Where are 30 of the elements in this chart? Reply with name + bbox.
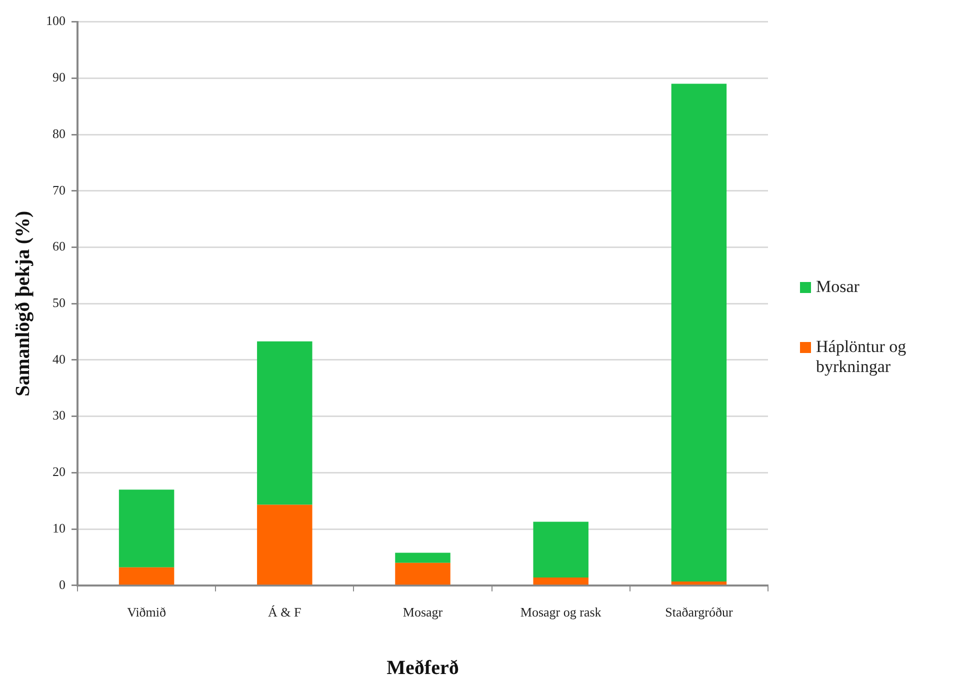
x-tick-label: Mosagr og rask — [520, 604, 602, 620]
bar — [395, 552, 450, 563]
y-tick-label: 70 — [52, 182, 66, 198]
y-tick-label: 60 — [52, 238, 66, 254]
y-tick-label: 40 — [52, 351, 66, 366]
y-tick-label: 10 — [52, 520, 66, 536]
y-tick-label: 50 — [52, 295, 66, 310]
legend-label: Mosar — [816, 276, 860, 296]
bar — [257, 504, 312, 585]
y-tick-label: 0 — [59, 576, 66, 592]
legend-label: Háplöntur og byrkningar — [816, 336, 908, 376]
bar — [257, 341, 312, 505]
y-tick-label: 30 — [52, 408, 66, 423]
bar — [395, 562, 450, 585]
y-tick-label: 90 — [52, 70, 66, 85]
x-tick-label: Staðargróður — [665, 604, 734, 620]
y-tick-label: 20 — [52, 464, 66, 480]
y-axis-title: Samanlögð þekja (%) — [12, 210, 34, 396]
bar — [118, 490, 174, 568]
bar — [671, 84, 727, 582]
x-axis-title: Meðferð — [386, 657, 459, 680]
bar — [671, 581, 727, 585]
bar — [533, 522, 588, 578]
x-tick-label: Á & F — [268, 604, 302, 620]
y-tick-label: 100 — [46, 13, 66, 28]
x-tick-label: Viðmið — [127, 604, 166, 620]
x-tick-label: Mosagr — [402, 604, 444, 620]
bar — [533, 578, 588, 585]
y-tick-label: 80 — [52, 126, 66, 141]
bar — [118, 567, 174, 585]
